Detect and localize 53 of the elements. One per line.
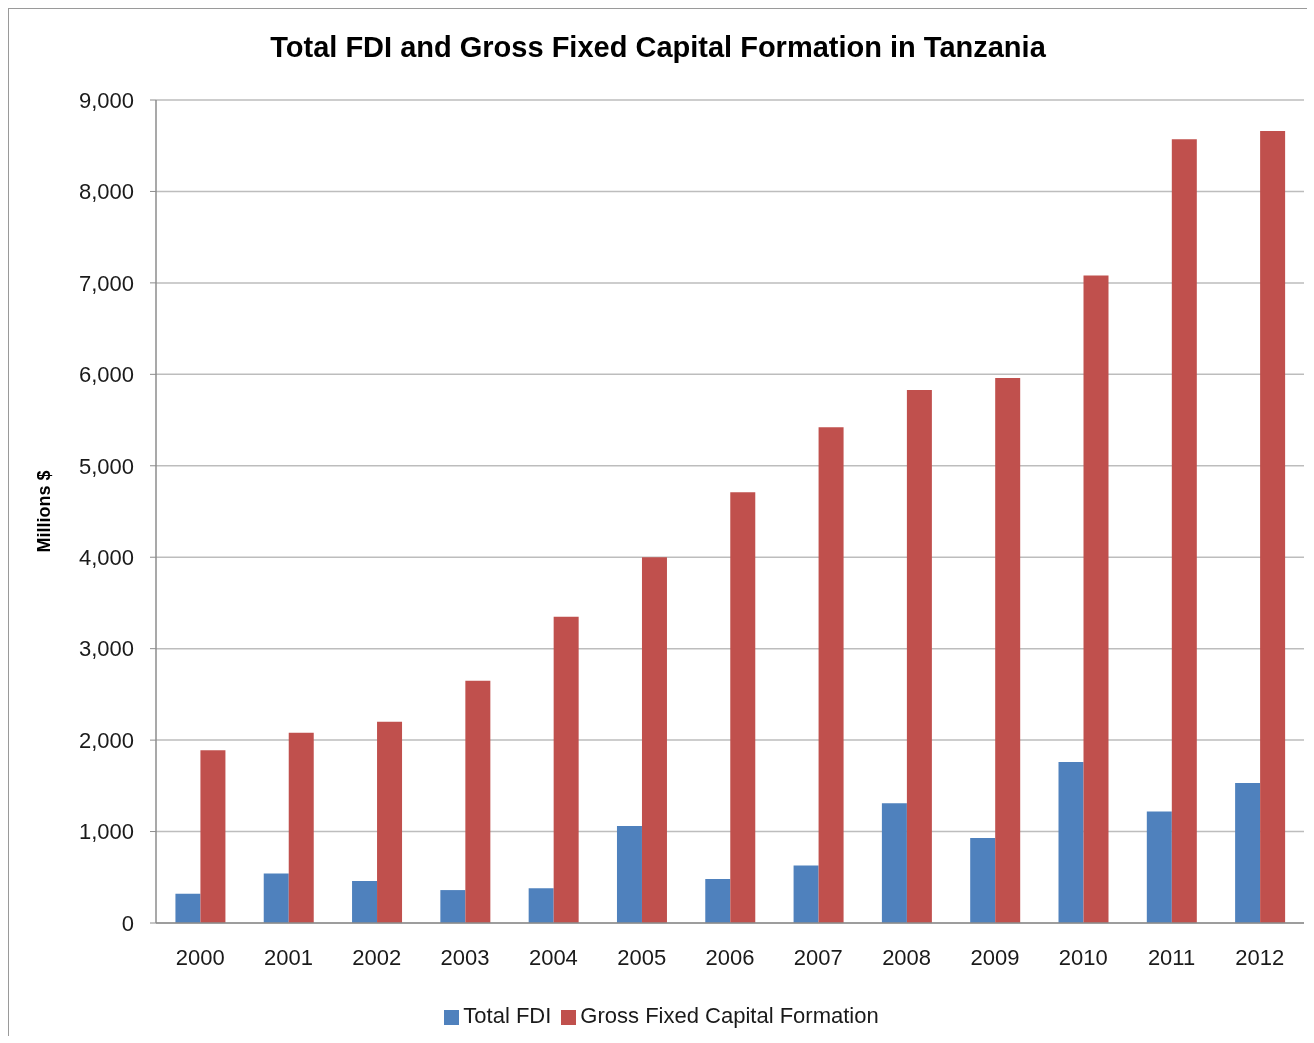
- legend-label: Gross Fixed Capital Formation: [580, 1003, 879, 1028]
- bar: [200, 750, 226, 923]
- x-tick-label: 2011: [1147, 944, 1196, 970]
- x-tick-label: 2009: [970, 944, 1020, 970]
- bar: [641, 557, 667, 923]
- x-tick-label: 2005: [617, 944, 667, 970]
- bar: [465, 680, 491, 923]
- bar: [705, 879, 731, 923]
- bar: [1171, 139, 1197, 923]
- x-tick-label: 2010: [1058, 944, 1108, 970]
- bar: [528, 888, 554, 923]
- y-tick-label: 9,000: [78, 87, 134, 113]
- y-tick-label: 7,000: [78, 270, 134, 296]
- x-tick-label: 2002: [352, 944, 402, 970]
- bar: [263, 873, 289, 923]
- bar: [440, 890, 466, 923]
- bar: [1235, 783, 1261, 923]
- bar: [1146, 811, 1172, 923]
- bar: [881, 803, 907, 923]
- bar: [730, 492, 756, 923]
- x-tick-label: 2007: [793, 944, 843, 970]
- x-tick-label: 2006: [705, 944, 755, 970]
- bar: [906, 389, 932, 923]
- legend-label: Total FDI: [463, 1003, 552, 1028]
- y-tick-label: 1,000: [78, 819, 134, 845]
- x-tick-label: 2001: [263, 944, 313, 970]
- x-tick-label: 2004: [528, 944, 578, 970]
- y-tick-label: 3,000: [78, 636, 134, 662]
- y-axis-title: Millions $: [34, 470, 54, 553]
- bar: [175, 893, 201, 923]
- bar: [970, 837, 996, 923]
- x-tick-label: 2000: [175, 944, 225, 970]
- y-tick-label: 8,000: [78, 179, 134, 205]
- y-tick-label: 0: [121, 910, 134, 936]
- y-tick-label: 6,000: [78, 362, 134, 388]
- x-tick-label: 2008: [882, 944, 932, 970]
- bar: [1083, 275, 1109, 923]
- y-tick-label: 4,000: [78, 545, 134, 571]
- x-tick-label: 2012: [1235, 944, 1285, 970]
- bar: [1058, 762, 1084, 923]
- y-tick-label: 2,000: [78, 727, 134, 753]
- bar: [1260, 131, 1286, 923]
- bar: [616, 826, 642, 923]
- bar: [553, 616, 579, 923]
- chart-title: Total FDI and Gross Fixed Capital Formation in Tanzania: [269, 30, 1047, 65]
- y-tick-label: 5,000: [78, 453, 134, 479]
- x-tick-label: 2003: [440, 944, 490, 970]
- bar: [352, 880, 378, 923]
- bar: [793, 865, 819, 923]
- bar: [818, 427, 844, 923]
- bar: [288, 732, 314, 923]
- bar: [995, 377, 1021, 923]
- bar: [377, 721, 403, 923]
